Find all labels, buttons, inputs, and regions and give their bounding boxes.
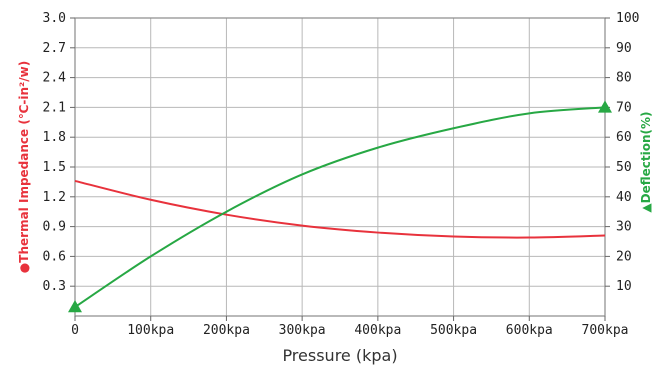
y-right-tick-label: 10 (616, 279, 632, 294)
y-left-tick-label: 3.0 (43, 11, 66, 26)
y-left-tick-label: 2.7 (43, 41, 66, 56)
y-right-tick-label: 60 (616, 130, 632, 145)
y-left-axis-title: ●Thermal Impedance (℃-in²/w) (17, 61, 31, 273)
y-right-tick-label: 30 (616, 220, 632, 235)
y-left-tick-label: 0.3 (43, 279, 66, 294)
x-tick-label: 700kpa (582, 323, 629, 338)
x-tick-label: 200kpa (203, 323, 250, 338)
thermal-impedance-series-line (74, 179, 606, 239)
y-right-tick-label: 20 (616, 249, 632, 264)
y-left-tick-label: 1.8 (43, 130, 66, 145)
x-tick-label: 100kpa (127, 323, 174, 338)
y-left-tick-label: 0.9 (43, 220, 66, 235)
x-tick-label: 0 (71, 323, 79, 338)
y-right-tick-label: 40 (616, 190, 632, 205)
y-right-tick-label: 70 (616, 100, 632, 115)
deflection-triangle-marker (598, 100, 612, 113)
y-left-legend-marker: ● (17, 263, 31, 273)
deflection-triangle-marker (68, 300, 82, 313)
y-right-legend-marker: ▲ (639, 203, 653, 213)
y-left-tick-label: 0.6 (43, 249, 66, 264)
y-right-tick-label: 100 (616, 11, 639, 26)
x-tick-label: 600kpa (506, 323, 553, 338)
deflection-series-line (74, 106, 606, 308)
y-right-tick-label: 80 (616, 71, 632, 86)
y-right-tick-label: 90 (616, 41, 632, 56)
x-axis-title: Pressure (kpa) (282, 346, 397, 365)
y-right-label-text: Deflection(%) (639, 111, 653, 203)
y-right-axis-title: ▲Deflection(%) (639, 111, 653, 212)
x-tick-label: 400kpa (354, 323, 401, 338)
x-tick-label: 500kpa (430, 323, 477, 338)
y-left-tick-label: 1.5 (43, 160, 66, 175)
y-left-tick-label: 2.1 (43, 100, 66, 115)
x-tick-label: 300kpa (279, 323, 326, 338)
y-right-tick-label: 50 (616, 160, 632, 175)
y-left-label-text: Thermal Impedance (℃-in²/w) (17, 61, 31, 263)
y-left-tick-label: 2.4 (43, 71, 67, 86)
y-left-tick-label: 1.2 (43, 190, 66, 205)
